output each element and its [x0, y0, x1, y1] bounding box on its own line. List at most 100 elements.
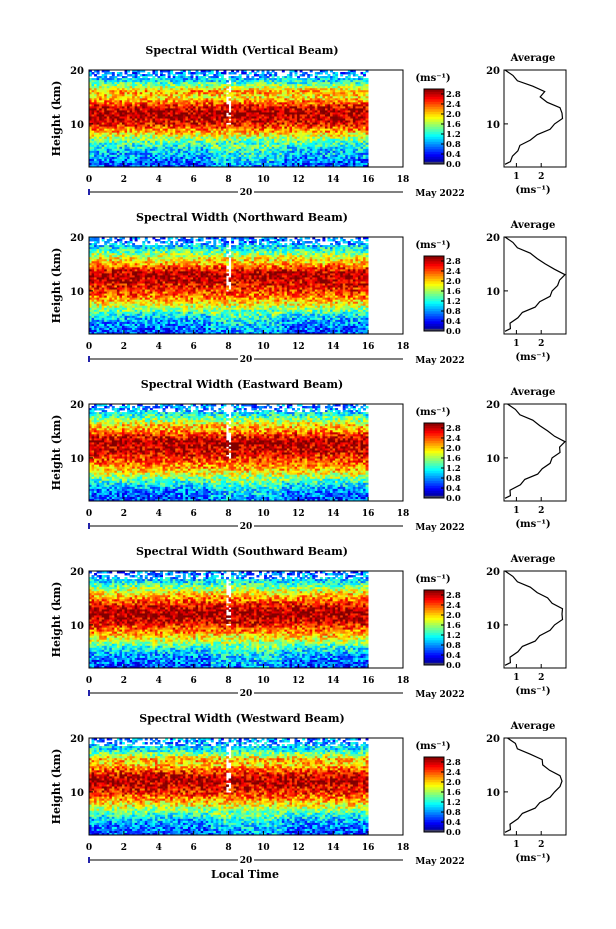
heatmap-cell	[193, 86, 196, 89]
heatmap-cell	[198, 138, 202, 142]
heatmap-cell	[114, 130, 118, 134]
heatmap-cell	[165, 88, 169, 91]
heatmap-cell	[231, 148, 235, 152]
heatmap-cell	[162, 104, 166, 107]
heatmap-cell	[170, 148, 174, 152]
heatmap-cell	[106, 136, 110, 140]
heatmap-cell	[218, 122, 222, 125]
heatmap-cell	[142, 84, 146, 87]
heatmap-cell	[129, 74, 133, 77]
heatmap-cell	[89, 88, 92, 91]
heatmap-cell	[172, 112, 176, 115]
heatmap-cell	[185, 140, 189, 144]
heatmap-cell	[228, 92, 232, 95]
heatmap-cell	[137, 82, 141, 85]
heatmap-cell	[231, 142, 235, 146]
heatmap-cell	[220, 96, 224, 99]
heatmap-cell	[111, 114, 115, 117]
heatmap-cell	[111, 100, 115, 103]
heatmap-cell	[134, 96, 138, 99]
heatmap-cell	[195, 76, 199, 79]
heatmap-cell	[236, 106, 240, 109]
heatmap-cell	[241, 88, 245, 91]
heatmap-cell	[175, 92, 179, 95]
heatmap-cell	[149, 104, 153, 107]
heatmap-cell	[129, 160, 133, 164]
heatmap-cell	[208, 110, 212, 113]
heatmap-cell	[121, 152, 125, 156]
heatmap-cell	[236, 116, 240, 119]
heatmap-cell	[223, 116, 227, 119]
heatmap-cell	[233, 136, 237, 140]
heatmap-cell	[91, 84, 95, 87]
heatmap-cell	[167, 86, 171, 89]
heatmap-cell	[139, 140, 143, 144]
heatmap-cell	[142, 116, 146, 119]
heatmap-cell	[238, 106, 242, 109]
heatmap-cell	[154, 98, 158, 101]
heatmap-cell	[152, 154, 156, 158]
heatmap-cell	[241, 156, 245, 160]
heatmap-cell	[165, 90, 169, 93]
heatmap-cell	[132, 88, 136, 91]
heatmap-cell	[121, 160, 125, 164]
heatmap-cell	[228, 98, 232, 101]
heatmap-cell	[170, 98, 174, 101]
heatmap-cell	[177, 140, 181, 144]
heatmap-cell	[172, 82, 176, 85]
heatmap-cell	[116, 94, 120, 97]
heatmap-cell	[147, 134, 151, 138]
heatmap-cell	[193, 158, 196, 162]
heatmap-cell	[149, 78, 153, 81]
heatmap-cell	[195, 102, 199, 105]
heatmap-cell	[231, 120, 235, 123]
heatmap-cell	[172, 120, 176, 123]
heatmap-cell	[104, 116, 108, 119]
heatmap-cell	[236, 92, 240, 95]
heatmap-cell	[175, 108, 179, 111]
heatmap-cell	[142, 158, 146, 162]
heatmap-cell	[195, 74, 199, 77]
heatmap-cell	[137, 122, 141, 125]
heatmap-cell	[157, 150, 161, 154]
heatmap-cell	[142, 110, 146, 113]
heatmap-cell	[154, 78, 158, 81]
heatmap-cell	[104, 108, 108, 111]
heatmap-cell	[205, 126, 209, 129]
heatmap-cell	[94, 118, 98, 121]
heatmap-cell	[213, 78, 217, 81]
heatmap-cell	[142, 106, 146, 109]
heatmap-cell	[111, 82, 115, 85]
heatmap-cell	[195, 108, 199, 111]
heatmap-cell	[114, 154, 118, 158]
heatmap-cell	[96, 92, 100, 95]
heatmap-cell	[208, 86, 212, 89]
heatmap-cell	[144, 102, 148, 105]
heatmap-cell	[195, 154, 199, 158]
heatmap-cell	[226, 152, 229, 156]
heatmap-cell	[363, 74, 366, 77]
heatmap-cell	[198, 120, 202, 123]
heatmap-cell	[119, 108, 123, 111]
heatmap-cell	[101, 84, 105, 87]
heatmap-cell	[139, 146, 143, 150]
heatmap-cell	[144, 94, 148, 97]
heatmap-cell	[175, 120, 179, 123]
heatmap-cell	[200, 80, 204, 83]
heatmap-cell	[210, 110, 214, 113]
heatmap-cell	[96, 122, 100, 125]
heatmap-cell	[195, 150, 199, 154]
heatmap-cell	[175, 72, 179, 75]
heatmap-cell	[200, 96, 204, 99]
heatmap-cell	[180, 76, 184, 79]
heatmap-cell	[198, 142, 202, 146]
heatmap-cell	[94, 92, 98, 95]
heatmap-cell	[215, 100, 219, 103]
heatmap-cell	[96, 80, 100, 83]
heatmap-cell	[220, 118, 224, 121]
heatmap-cell	[91, 88, 95, 91]
heatmap-cell	[134, 160, 138, 164]
heatmap-cell	[198, 92, 202, 95]
heatmap-cell	[106, 96, 110, 99]
heatmap-cell	[94, 84, 98, 87]
